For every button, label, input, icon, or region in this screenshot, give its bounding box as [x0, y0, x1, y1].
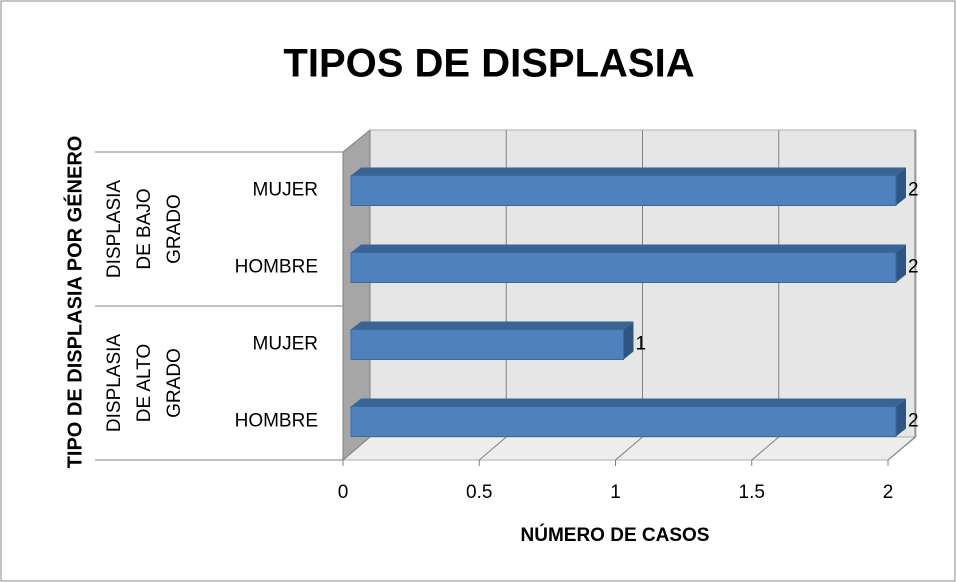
- bar: [350, 321, 634, 360]
- x-tick-label: 0.5: [466, 482, 492, 503]
- x-tick-label: 0: [338, 482, 349, 503]
- data-label: 2: [908, 411, 919, 432]
- bar: [350, 398, 906, 437]
- bar-top: [351, 398, 906, 407]
- bar: [350, 244, 906, 283]
- y-tick-label: HOMBRE: [235, 257, 318, 278]
- group-label: DISPLASIA: [104, 180, 125, 279]
- y-tick-label: HOMBRE: [235, 411, 318, 432]
- data-label: 1: [636, 334, 647, 355]
- bar-side: [896, 167, 906, 206]
- bar-side: [623, 321, 634, 360]
- x-tick-label: 1.5: [739, 482, 765, 503]
- bar-top: [351, 244, 906, 253]
- bar-front: [350, 175, 897, 206]
- x-tick-label: 2: [883, 482, 894, 503]
- chart-title: TIPOS DE DISPLASIA: [283, 42, 694, 86]
- bar-top: [351, 167, 906, 176]
- group-label: DE BAJO: [134, 188, 155, 269]
- bar-side: [896, 244, 906, 283]
- grid-line: [478, 436, 507, 461]
- grid-line: [342, 436, 371, 461]
- bar-top: [351, 321, 634, 330]
- group-label: DISPLASIA: [104, 334, 125, 433]
- bar-side: [896, 398, 906, 437]
- grid-line: [615, 436, 643, 461]
- bar: [350, 167, 906, 206]
- grid-line: [751, 436, 780, 461]
- bar-front: [350, 329, 624, 360]
- bar-front: [350, 252, 897, 283]
- y-axis-title: TIPO DE DISPLASIA POR GÉNERO: [63, 136, 86, 469]
- data-label: 2: [908, 180, 919, 201]
- y-tick-label: MUJER: [253, 180, 318, 201]
- grid-line: [887, 436, 916, 461]
- x-axis-title: NÚMERO DE CASOS: [521, 524, 710, 546]
- group-label: GRADO: [164, 348, 185, 418]
- y-tick-label: MUJER: [253, 334, 318, 355]
- bar-front: [350, 406, 897, 437]
- group-label: GRADO: [164, 194, 185, 264]
- data-label: 2: [908, 257, 919, 278]
- x-tick-label: 1: [610, 482, 621, 503]
- group-label: DE ALTO: [134, 344, 155, 423]
